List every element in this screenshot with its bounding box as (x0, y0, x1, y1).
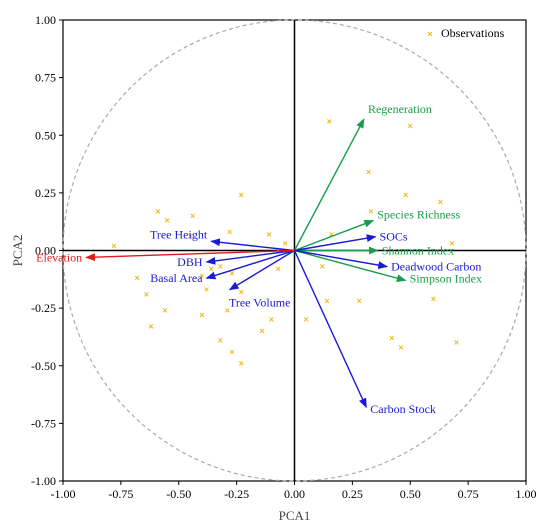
observation-point: × (239, 358, 244, 368)
y-tick-label: -0.75 (31, 416, 56, 430)
x-tick-label: 0.25 (342, 487, 363, 501)
observation-point: × (190, 211, 195, 221)
y-tick-label: 1.00 (35, 13, 56, 27)
observation-point: × (266, 229, 271, 239)
x-tick-label: -0.25 (224, 487, 249, 501)
loading-vector-socs (294, 234, 377, 252)
observation-point: × (144, 289, 149, 299)
x-tick-label: 0.00 (284, 487, 305, 501)
vector-label-simpson-index: Simpson Index (410, 271, 482, 285)
observation-point: × (283, 239, 288, 249)
y-tick-label: 0.50 (35, 128, 56, 142)
loading-vector-tree-height (210, 238, 295, 252)
observation-point: × (218, 335, 223, 345)
vector-label-tree-height: Tree Height (150, 227, 208, 241)
legend-label-observations: Observations (441, 26, 505, 40)
observation-point: × (366, 167, 371, 177)
y-tick-label: 0.00 (35, 244, 56, 258)
loading-vector-basal-area (205, 249, 295, 280)
y-tick-label: -0.25 (31, 301, 56, 315)
loading-vector-regeneration (293, 118, 365, 251)
observation-point: × (269, 315, 274, 325)
y-tick-label: -0.50 (31, 359, 56, 373)
vector-label-regeneration: Regeneration (368, 102, 432, 116)
observation-point: × (398, 342, 403, 352)
vector-label-deadwood-carbon: Deadwood Carbon (391, 260, 481, 274)
x-tick-label: -0.75 (108, 487, 133, 501)
vector-label-shannon-index: Shannon Index (382, 244, 454, 258)
y-tick-label: -1.00 (31, 474, 56, 488)
loading-vector-deadwood-carbon (294, 249, 389, 269)
observation-point: × (229, 347, 234, 357)
observation-point: × (218, 262, 223, 272)
observation-point: × (276, 264, 281, 274)
observation-point: × (239, 287, 244, 297)
observation-point: × (165, 216, 170, 226)
vector-label-carbon-stock: Carbon Stock (370, 402, 436, 416)
vector-label-elevation: Elevation (36, 250, 82, 264)
loading-vector-tree-volume (228, 249, 295, 291)
observation-point: × (209, 264, 214, 274)
vector-label-basal-area: Basal Area (150, 271, 203, 285)
observation-point: × (225, 305, 230, 315)
vector-label-socs: SOCs (380, 230, 408, 244)
observation-point: × (329, 229, 334, 239)
observation-point: × (357, 296, 362, 306)
observation-point: × (320, 262, 325, 272)
observation-point: × (303, 315, 308, 325)
observation-point: × (449, 239, 454, 249)
loading-vector-species-richness (294, 219, 375, 252)
observation-point: × (259, 326, 264, 336)
observation-point: × (408, 121, 413, 131)
x-tick-label: 1.00 (516, 487, 537, 501)
observation-point: × (204, 285, 209, 295)
observation-point: × (368, 206, 373, 216)
y-tick-label: 0.75 (35, 71, 56, 85)
observation-point: × (454, 338, 459, 348)
x-tick-label: -0.50 (166, 487, 191, 501)
observation-point: × (227, 227, 232, 237)
legend-marker: × (427, 29, 432, 39)
loading-vector-carbon-stock (293, 250, 367, 409)
y-tick-label: 0.25 (35, 186, 56, 200)
observation-point: × (111, 241, 116, 251)
observation-point: × (155, 206, 160, 216)
x-tick-label: 0.50 (400, 487, 421, 501)
vector-label-tree-volume: Tree Volume (229, 296, 290, 310)
observation-point: × (239, 190, 244, 200)
observation-point: × (403, 190, 408, 200)
observation-point: × (229, 269, 234, 279)
vector-label-species-richness: Species Richness (377, 208, 460, 222)
observation-point: × (431, 294, 436, 304)
loading-vector-dbh (205, 249, 295, 265)
y-axis-title: PCA2 (10, 235, 25, 267)
observation-point: × (438, 197, 443, 207)
observation-point: × (389, 333, 394, 343)
observation-point: × (148, 322, 153, 332)
loading-vector-simpson-index (294, 249, 407, 282)
observation-point: × (162, 305, 167, 315)
x-axis-title: PCA1 (279, 508, 311, 523)
observation-point: × (199, 310, 204, 320)
x-tick-label: -1.00 (51, 487, 76, 501)
observation-point: × (324, 296, 329, 306)
observation-point: × (188, 232, 193, 242)
observation-point: × (134, 273, 139, 283)
observation-point: × (327, 116, 332, 126)
legend: × Observations (427, 26, 504, 40)
x-tick-label: 0.75 (458, 487, 479, 501)
vector-label-dbh: DBH (177, 255, 203, 269)
loading-vector-elevation (85, 249, 295, 262)
observation-point: × (199, 271, 204, 281)
